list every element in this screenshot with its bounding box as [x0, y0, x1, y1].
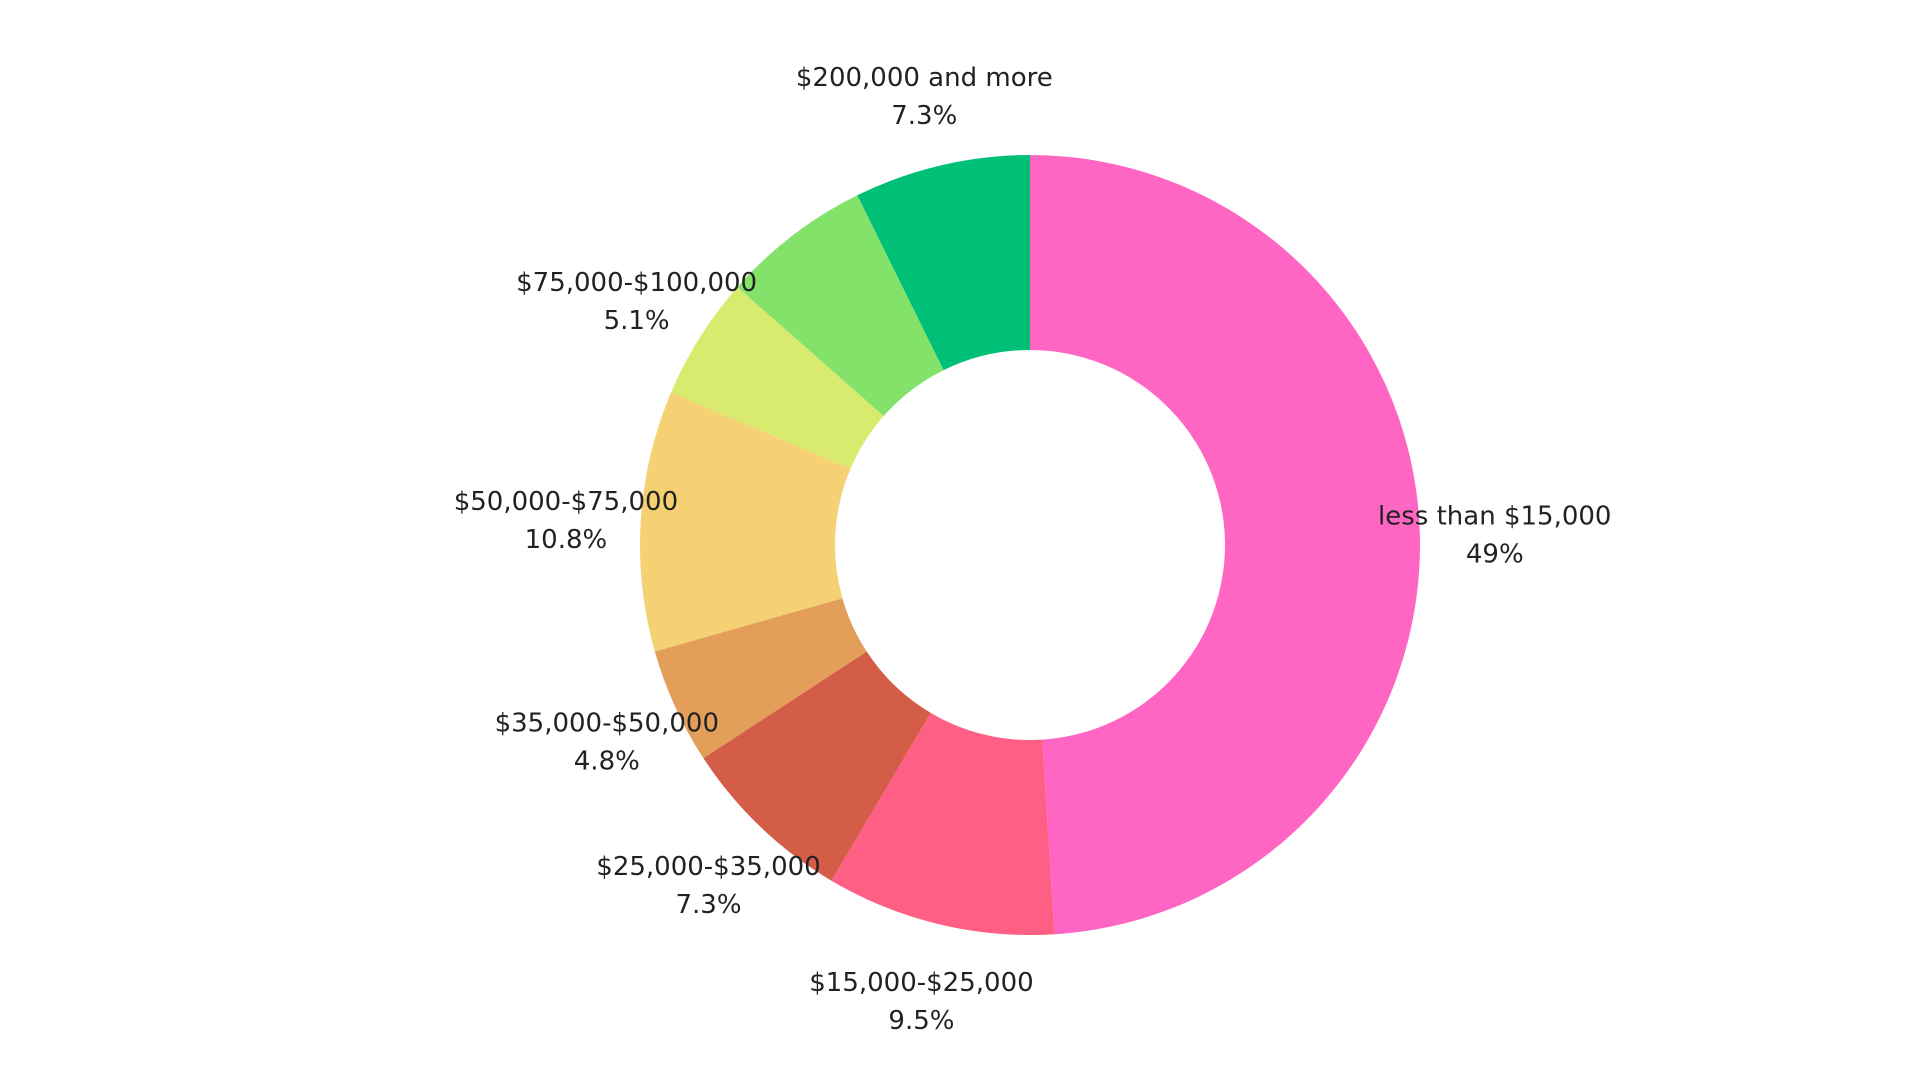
slice-label-15-000-25-000: $15,000-$25,000 9.5% — [809, 968, 1033, 1036]
slice-percent-label: 5.1% — [604, 306, 670, 336]
slice-slice-6 — [737, 195, 944, 417]
slice-percent-label: 10.8% — [525, 525, 608, 555]
slice-label-35-000-50-000: $35,000-$50,000 4.8% — [495, 709, 719, 777]
slice-category-label: $75,000-$100,000 — [516, 268, 757, 298]
slice-percent-label: 7.3% — [675, 890, 741, 920]
slice-label-less-than-15-000: less than $15,000 49% — [1378, 501, 1611, 569]
slice-label-200-000-and-more: $200,000 and more 7.3% — [796, 63, 1053, 131]
slice-percent-label: 7.3% — [891, 101, 957, 131]
slice-percent-label: 49% — [1466, 539, 1524, 569]
slice-category-label: $25,000-$35,000 — [596, 852, 820, 882]
slice-category-label: $15,000-$25,000 — [809, 968, 1033, 998]
slice-percent-label: 9.5% — [888, 1006, 954, 1036]
slice-category-label: $50,000-$75,000 — [454, 487, 678, 517]
slice-35-000-50-000 — [654, 598, 867, 759]
slices-group — [640, 155, 1421, 936]
slice-15-000-25-000 — [831, 712, 1055, 936]
labels-group: less than $15,00049%$15,000-$25,0009.5%$… — [454, 63, 1612, 1036]
slice-25-000-35-000 — [703, 651, 931, 881]
slice-category-label: less than $15,000 — [1378, 501, 1611, 531]
slice-less-than-15-000 — [1030, 155, 1421, 935]
slice-label-75-000-100-000: $75,000-$100,000 5.1% — [516, 268, 757, 336]
slice-label-50-000-75-000: $50,000-$75,000 10.8% — [454, 487, 678, 555]
slice-75-000-100-000 — [671, 287, 884, 469]
slice-category-label: $35,000-$50,000 — [495, 709, 719, 739]
slice-percent-label: 4.8% — [574, 747, 640, 777]
slice-label-25-000-35-000: $25,000-$35,000 7.3% — [596, 852, 820, 920]
slice-200-000-and-more — [857, 155, 1030, 371]
slice-50-000-75-000 — [640, 392, 851, 652]
slice-category-label: $200,000 and more — [796, 63, 1053, 93]
